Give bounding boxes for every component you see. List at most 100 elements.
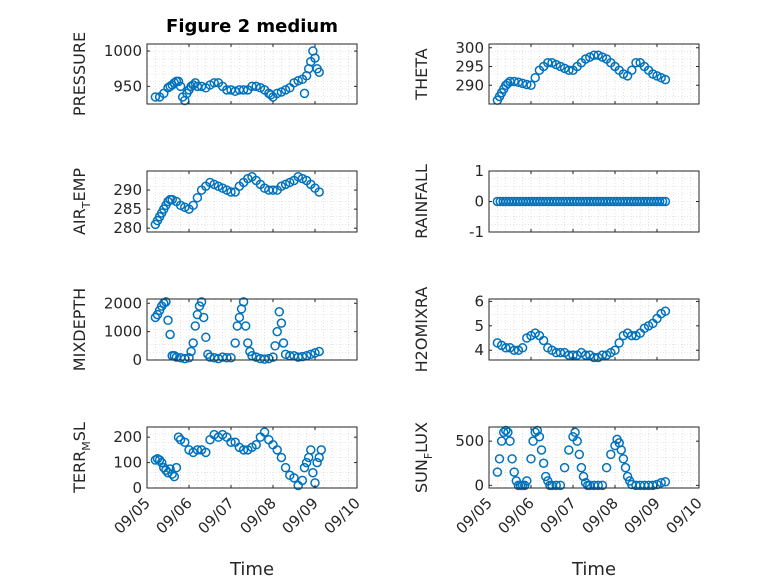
y-axis-label: TERRMSL	[70, 422, 93, 494]
y-ticks: 950 1000	[104, 42, 357, 95]
data-point	[308, 468, 318, 478]
data-point	[188, 200, 198, 211]
data-point	[274, 307, 285, 317]
data-point	[201, 332, 211, 343]
y-label-part: AIR	[70, 208, 89, 235]
data-point	[310, 53, 320, 63]
y-tick-label: 0	[132, 351, 142, 369]
y-axis-label: SUNFLUX	[412, 422, 435, 493]
x-tick-label: 09/09	[621, 494, 664, 537]
data-point	[198, 312, 209, 323]
data-point	[156, 457, 167, 468]
x-tick-label: 09/08	[579, 494, 622, 537]
data-point	[660, 306, 671, 316]
y-axis-label: THETA	[412, 48, 431, 100]
data-point	[528, 436, 538, 446]
data-point	[209, 78, 219, 88]
data-point	[180, 437, 190, 447]
data-point	[230, 338, 240, 348]
y-ticks: -1 0 1	[469, 162, 699, 241]
data-point	[654, 196, 665, 207]
data-point	[306, 349, 316, 360]
y-axis-label: MIXDEPTH	[70, 288, 89, 371]
data-point	[272, 445, 282, 455]
y-label-part: SUN	[412, 459, 431, 493]
data-point	[310, 348, 320, 358]
y-tick-label: 6	[474, 292, 484, 310]
y-label-subscript: F	[422, 453, 435, 459]
data-point	[589, 352, 599, 363]
data-point	[574, 449, 585, 460]
y-tick-label: 950	[113, 77, 142, 95]
data-point	[186, 346, 196, 357]
data-point	[272, 326, 282, 337]
data-point	[251, 352, 261, 362]
subplot-mixdepth: 0 1000 2000 MIXDEPTH	[70, 288, 358, 371]
y-axis-label: H2OMIXRA	[412, 287, 431, 373]
data-series-h2omixra	[492, 306, 671, 363]
y-tick-label: 285	[113, 200, 142, 218]
y-tick-label: 4	[474, 341, 484, 359]
axes-box	[488, 298, 700, 361]
data-point	[589, 50, 599, 60]
x-tick-label: 09/10	[663, 494, 706, 537]
data-point	[498, 427, 509, 438]
data-point	[509, 467, 519, 477]
data-point	[503, 78, 513, 89]
y-tick-label: 1	[474, 162, 484, 180]
data-point	[538, 335, 549, 346]
x-ticks	[146, 44, 358, 104]
data-point	[268, 352, 278, 362]
data-point	[297, 475, 308, 486]
data-point	[276, 452, 287, 463]
data-point	[312, 457, 322, 468]
x-tick-label: 09/05	[453, 494, 496, 537]
data-point	[570, 427, 580, 438]
data-point	[538, 458, 549, 468]
x-tick-label: 09/09	[279, 494, 322, 537]
data-point	[620, 462, 631, 473]
data-series-air-temp	[150, 171, 324, 230]
data-point	[188, 338, 198, 348]
data-point	[597, 480, 608, 491]
data-point	[513, 77, 524, 87]
data-series-mixdepth	[150, 297, 324, 364]
data-point	[614, 338, 624, 348]
y-label-subscript: T	[80, 201, 93, 209]
data-point	[165, 329, 175, 340]
data-point	[175, 81, 186, 92]
data-point	[627, 330, 637, 341]
data-point	[610, 345, 620, 355]
data-point	[297, 351, 308, 362]
data-point	[522, 79, 532, 90]
data-point	[238, 85, 249, 95]
data-series-pressure	[150, 46, 324, 106]
data-point	[507, 454, 517, 464]
data-point	[622, 471, 633, 482]
x-axis-label-left: Time	[229, 559, 274, 580]
data-point	[192, 445, 203, 455]
data-point	[519, 480, 530, 491]
data-point	[517, 78, 528, 89]
x-ticks	[488, 44, 700, 104]
data-point	[226, 352, 236, 363]
x-ticks	[146, 171, 358, 232]
data-point	[631, 58, 641, 68]
data-point	[301, 457, 312, 468]
data-point	[173, 76, 184, 87]
figure-title: Figure 2 medium	[166, 16, 338, 37]
data-point	[618, 454, 629, 464]
data-point	[660, 477, 671, 487]
y-tick-label: 300	[455, 39, 484, 57]
data-point	[559, 462, 570, 473]
y-tick-label: 290	[455, 76, 484, 94]
data-point	[163, 315, 173, 326]
y-ticks: 0 1000 2000	[104, 294, 357, 369]
subplot-h2omixra: 4 5 6 H2OMIXRA	[412, 287, 700, 373]
data-point	[268, 185, 278, 195]
data-point	[616, 445, 627, 455]
axes-box	[488, 426, 700, 489]
